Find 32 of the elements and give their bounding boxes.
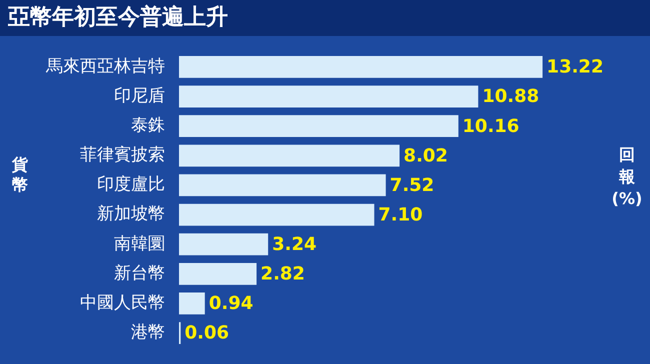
data-label: 10.16 — [462, 116, 520, 137]
y-tick-label: 印度盧比 — [97, 174, 165, 195]
y-tick-label: 新台幣 — [114, 263, 165, 284]
y-tick-label: 中國人民幣 — [80, 292, 165, 313]
y-tick-label: 印尼盾 — [114, 86, 165, 106]
y-tick-label: 馬來西亞林吉特 — [45, 56, 165, 76]
data-label: 3.24 — [272, 234, 317, 256]
data-label: 2.82 — [260, 264, 305, 285]
bar — [179, 292, 205, 314]
data-label: 0.06 — [184, 322, 230, 344]
x-axis-title: 回報(%) — [612, 145, 642, 208]
bar — [179, 115, 458, 138]
data-label: 8.02 — [404, 145, 448, 166]
bar — [179, 233, 268, 256]
bar — [179, 144, 400, 167]
data-label: 0.94 — [208, 293, 254, 314]
bar — [179, 56, 543, 78]
y-tick-label: 港幣 — [131, 322, 165, 342]
data-label: 10.88 — [482, 86, 540, 108]
y-tick-label: 南韓圜 — [114, 234, 165, 254]
y-axis-title: 貨幣 — [11, 155, 28, 194]
data-label: 13.22 — [546, 56, 604, 78]
data-label: 7.52 — [390, 174, 434, 196]
y-tick-label: 菲律賓披索 — [80, 145, 165, 166]
bar — [179, 204, 374, 226]
bar — [179, 86, 478, 108]
y-tick-label: 新加坡幣 — [97, 204, 165, 224]
chart-title: 亞幣年初至今普遍上升 — [0, 0, 650, 36]
y-tick-label: 泰銖 — [131, 116, 165, 136]
bar — [179, 262, 257, 285]
bar — [179, 174, 386, 196]
data-label: 7.10 — [378, 204, 423, 226]
